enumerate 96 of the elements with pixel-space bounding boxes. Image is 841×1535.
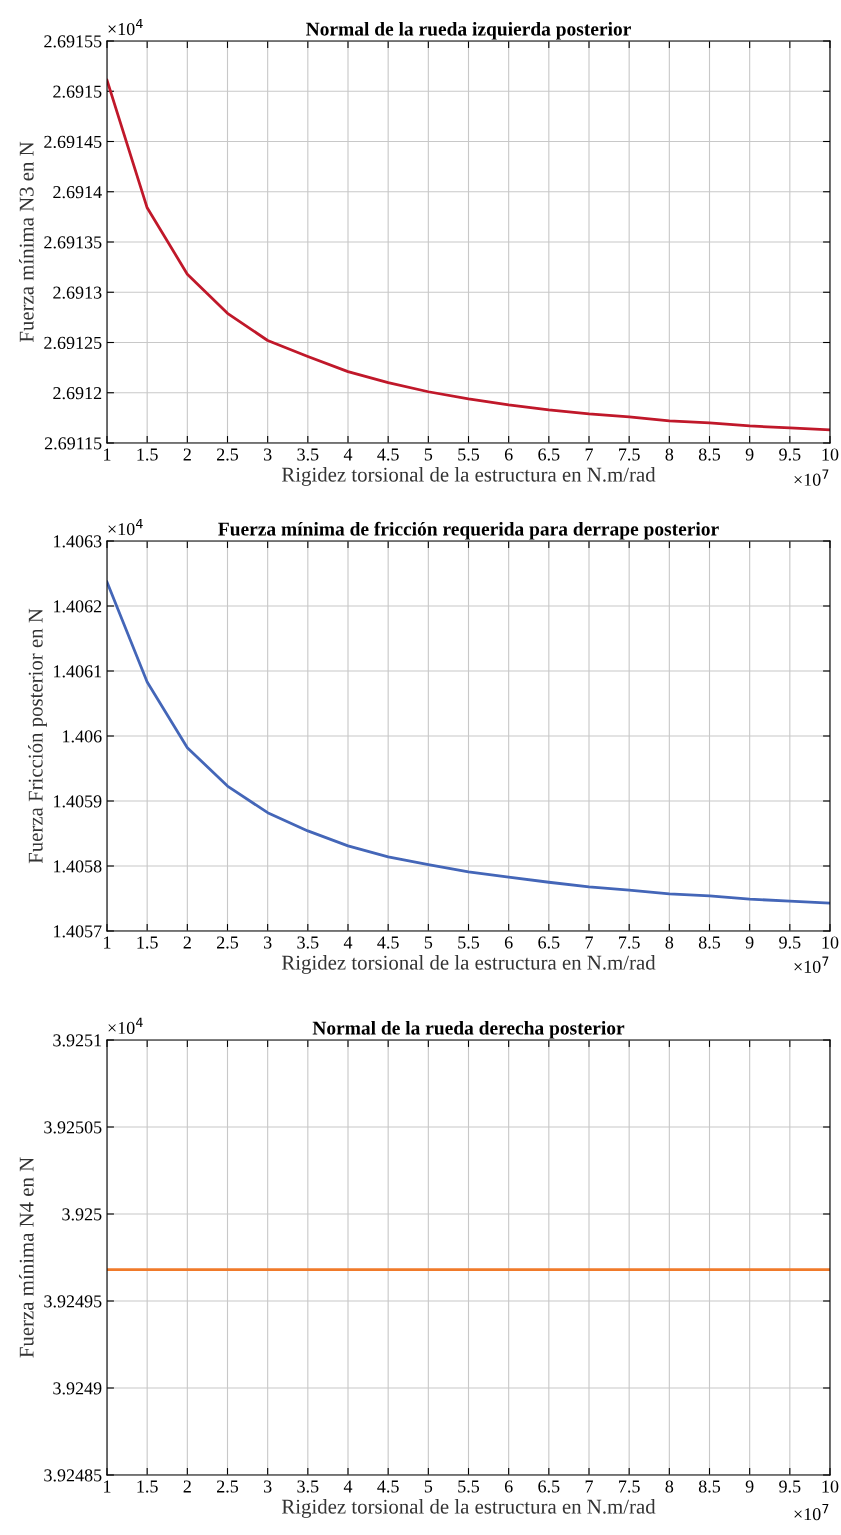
x-tick-label: 2 [183,936,191,949]
x-tick-label: 7.5 [619,936,640,949]
chart-title: Normal de la rueda derecha posterior [312,1020,625,1039]
x-tick-label: 9.5 [779,936,801,949]
y-tick-label: 1.4059 [54,795,102,808]
x-tick-label: 3 [264,936,272,949]
x-tick-label: 6.5 [538,936,560,949]
x-tick-label: 6.5 [538,448,560,461]
y-axis-title: Fuerza mínima N3 en N [18,141,34,343]
x-tick-label: 2.5 [217,1480,239,1493]
x-tick-label: 7.5 [619,1480,640,1493]
x-tick-label: 10 [822,448,839,461]
x-tick-label: 4.5 [377,448,399,461]
x-tick-label: 2.5 [217,448,239,461]
x-tick-label: 9.5 [779,1480,801,1493]
line-series [107,78,830,432]
x-tick-label: 2 [183,448,191,461]
x-tick-label: 3.5 [297,1480,319,1493]
y-tick-label: 3.9249 [53,1382,102,1395]
x-tick-label: 7 [585,448,593,461]
y-tick-label: 2.69155 [44,35,102,48]
chart-title: Fuerza mínima de fricción requerida para derrape posterior [218,521,719,540]
x-tick-label: 8 [665,1480,674,1493]
x-tick-label: 5.5 [458,448,480,461]
x-tick-label: 8 [665,448,674,461]
y-tick-label: 1.4058 [54,860,102,873]
x-tick-label: 7 [585,1480,593,1493]
x-tick-label: 3 [264,1480,272,1493]
x-tick-label: 9 [745,448,754,461]
x-tick-label: 3.5 [297,936,319,949]
x-tick-label: 6.5 [538,1480,560,1493]
text: ×10$^{4}$ [108,1017,143,1035]
x-tick-label: 9 [745,936,754,949]
x-tick-label: 5 [424,448,433,461]
y-tick-label: 2.69125 [44,336,102,350]
x-tick-label: 5.5 [458,1480,480,1493]
x-tick-label: 3 [264,448,272,461]
x-tick-label: 1.5 [137,448,158,461]
text: ×10$^{7}$ [794,956,829,973]
y-tick-label: 3.92495 [44,1295,102,1308]
x-tick-label: 7 [585,936,593,949]
y-tick-label: 2.69115 [44,437,102,450]
x-tick-label: 5 [424,1480,433,1493]
chart-title: Normal de la rueda izquierda posterior [306,21,631,40]
x-tick-label: 10 [822,936,839,949]
x-tick-label: 1 [104,936,111,949]
x-tick-label: 3.5 [297,448,319,461]
x-tick-label: 8 [665,936,674,949]
x-tick-label: 6 [504,1480,513,1493]
x-tick-label: 6 [504,936,513,949]
text: ×10$^{7}$ [794,469,829,486]
y-axis-title: Fuerza Fricción posterior en N [28,608,47,864]
text: ×10$^{4}$ [108,518,143,536]
y-tick-label: 1.4057 [54,925,102,938]
x-tick-label: 8.5 [698,936,721,949]
x-tick-label: 4 [343,1480,353,1493]
x-tick-label: 5 [424,936,433,949]
y-axis-title: Fuerza mínima N4 en N [18,1157,34,1358]
x-axis-title: Rigidez torsional de la estructura en N.m/rad [281,467,656,486]
y-tick-label: 2.6913 [53,286,102,299]
x-tick-label: 2.5 [217,936,239,949]
y-tick-label: 3.92505 [44,1121,102,1134]
y-tick-label: 2.69145 [44,135,102,149]
y-tick-label: 1.4061 [54,665,102,678]
x-tick-label: 1 [104,1480,111,1493]
x-tick-label: 1.5 [137,1480,158,1493]
y-tick-label: 1.406 [63,730,102,743]
x-tick-label: 8.5 [698,448,721,461]
x-tick-label: 4 [343,936,353,949]
x-tick-label: 4.5 [377,936,399,949]
y-tick-label: 2.6914 [53,186,102,199]
y-tick-label: 2.6912 [53,387,102,400]
y-tick-label: 3.9251 [53,1034,102,1047]
x-tick-label: 8.5 [698,1480,721,1493]
x-tick-label: 4 [343,448,353,461]
x-tick-label: 6 [504,448,513,461]
x-axis-title: Rigidez torsional de la estructura en N.m/rad [281,1499,656,1518]
x-tick-label: 9.5 [779,448,801,461]
x-tick-label: 1 [104,448,111,461]
x-tick-label: 9 [745,1480,754,1493]
x-tick-label: 2 [183,1480,191,1493]
y-tick-label: 1.4063 [54,535,102,548]
y-tick-label: 2.6915 [53,85,102,98]
x-tick-label: 4.5 [377,1480,399,1493]
x-tick-label: 7.5 [619,448,640,461]
line-series [107,580,830,905]
y-tick-label: 1.4062 [54,600,102,613]
x-axis-title: Rigidez torsional de la estructura en N.m/rad [281,955,656,974]
x-tick-label: 1.5 [137,936,158,949]
y-tick-label: 3.925 [62,1208,102,1221]
text: ×10$^{4}$ [108,18,143,36]
x-tick-label: 10 [822,1480,839,1493]
x-tick-label: 5.5 [458,936,480,949]
y-tick-label: 3.92485 [44,1469,102,1482]
text: ×10$^{7}$ [794,1503,829,1521]
y-tick-label: 2.69135 [44,236,102,249]
